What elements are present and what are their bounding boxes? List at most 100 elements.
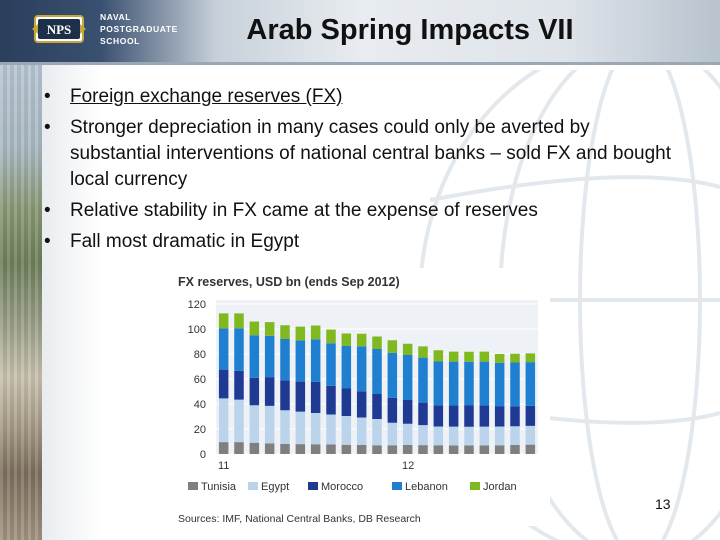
bar-segment-egypt xyxy=(494,426,505,446)
school-name-line: POSTGRADUATE xyxy=(100,24,178,34)
y-tick-label: 80 xyxy=(194,349,206,361)
bar-segment-egypt xyxy=(448,426,459,446)
bullet-item: Relative stability in FX came at the exp… xyxy=(42,198,682,224)
bar-segment-jordan xyxy=(326,329,336,344)
school-name-line: NAVAL xyxy=(100,12,132,22)
legend-swatch-jordan xyxy=(470,482,480,490)
bar-segment-egypt xyxy=(525,425,536,445)
bar-segment-lebanon xyxy=(295,340,306,382)
legend-swatch-morocco xyxy=(308,482,318,490)
bar-segment-morocco xyxy=(234,370,244,400)
bar-segment-lebanon xyxy=(494,362,505,407)
chart-svg: FX reserves, USD bn (ends Sep 2012) 0 20 40… xyxy=(178,275,538,525)
bar-segment-tunisia xyxy=(280,444,290,454)
bar-segment-morocco xyxy=(464,405,474,427)
bar-segment-morocco xyxy=(510,406,520,427)
bar-segment-egypt xyxy=(479,426,490,446)
bar-segment-lebanon xyxy=(433,361,444,406)
bar-segment-jordan xyxy=(356,333,367,347)
logo-letters: NPS xyxy=(47,22,72,37)
bar-segment-morocco xyxy=(218,369,229,399)
bar-segment-egypt xyxy=(341,416,352,445)
bar-segment-egypt xyxy=(510,426,520,445)
bar-segment-jordan xyxy=(264,322,275,336)
y-tick-label: 40 xyxy=(194,399,206,411)
bar-segment-egypt xyxy=(280,410,290,444)
school-name-line: SCHOOL xyxy=(100,36,140,46)
bar-segment-jordan xyxy=(280,325,290,339)
bar-segment-tunisia xyxy=(326,444,336,454)
bar-segment-tunisia xyxy=(249,442,260,454)
bar-segment-tunisia xyxy=(387,445,398,454)
bar-segment-tunisia xyxy=(341,444,352,454)
legend-swatch-lebanon xyxy=(392,482,402,490)
bar-segment-jordan xyxy=(295,326,306,341)
legend-label-tunisia: Tunisia xyxy=(201,481,237,493)
bar-segment-morocco xyxy=(494,406,505,427)
bar-segment-egypt xyxy=(464,426,474,446)
bar-segment-morocco xyxy=(387,397,398,423)
bar-segment-jordan xyxy=(418,346,428,358)
bullet-text: Relative stability in FX came at the exp… xyxy=(70,200,538,221)
campus-photo-strip xyxy=(0,62,42,540)
bar-segment-lebanon xyxy=(448,361,459,406)
chart-source: Sources: IMF, National Central Banks, DB… xyxy=(178,513,421,525)
bar-segment-lebanon xyxy=(234,328,244,371)
bar-segment-egypt xyxy=(310,413,321,445)
bar-segment-lebanon xyxy=(464,361,474,406)
legend-swatch-egypt xyxy=(248,482,258,490)
bar-segment-morocco xyxy=(249,377,260,406)
bar-segment-tunisia xyxy=(418,445,428,454)
bar-segment-tunisia xyxy=(494,445,505,454)
bar-segment-egypt xyxy=(402,423,413,445)
bar-segment-tunisia xyxy=(372,445,382,454)
bar-segment-lebanon xyxy=(418,357,428,403)
header-band xyxy=(0,0,720,62)
bar-segment-egypt xyxy=(249,405,260,443)
bar-segment-egypt xyxy=(387,422,398,446)
bar-segment-tunisia xyxy=(510,445,520,454)
bar-segment-jordan xyxy=(341,333,352,346)
bar-segment-egypt xyxy=(295,411,306,445)
bar-segment-jordan xyxy=(218,313,229,329)
bar-segment-jordan xyxy=(525,353,536,363)
legend-label-morocco: Morocco xyxy=(321,481,363,493)
bullet-text: Foreign exchange reserves (FX) xyxy=(70,86,343,107)
bar-segment-lebanon xyxy=(525,362,536,406)
bullet-text: Stronger depreciation in many cases coul… xyxy=(70,117,671,190)
fx-reserves-chart: FX reserves, USD bn (ends Sep 2012) 0 20 40… xyxy=(172,268,550,526)
bar-segment-jordan xyxy=(372,336,382,349)
bar-segment-jordan xyxy=(448,351,459,362)
y-tick-label: 60 xyxy=(194,374,206,386)
bar-segment-egypt xyxy=(372,419,382,446)
legend-label-jordan: Jordan xyxy=(483,481,517,493)
bar-segment-jordan xyxy=(433,350,444,362)
x-tick-label: 12 xyxy=(402,460,414,472)
bullet-item: Fall most dramatic in Egypt xyxy=(42,229,682,255)
bar-segment-tunisia xyxy=(433,445,444,454)
bar-segment-lebanon xyxy=(249,335,260,378)
bar-segment-egypt xyxy=(234,399,244,443)
bar-segment-jordan xyxy=(494,354,505,363)
bar-segment-lebanon xyxy=(510,362,520,407)
bar-segment-lebanon xyxy=(356,346,367,392)
bar-segment-tunisia xyxy=(234,442,244,454)
header-rule xyxy=(0,62,720,65)
legend-label-egypt: Egypt xyxy=(261,481,289,493)
bar-segment-tunisia xyxy=(479,445,490,454)
bar-segment-lebanon xyxy=(372,349,382,394)
bar-segment-morocco xyxy=(280,380,290,411)
bar-segment-morocco xyxy=(295,381,306,412)
x-tick-label: 11 xyxy=(218,460,229,472)
bar-segment-morocco xyxy=(372,394,382,419)
bar-segment-lebanon xyxy=(479,361,490,406)
y-tick-label: 20 xyxy=(194,424,206,436)
bar-segment-jordan xyxy=(510,353,520,363)
bar-segment-tunisia xyxy=(464,445,474,454)
nps-logo-icon: NPS xyxy=(32,15,86,43)
bar-segment-egypt xyxy=(326,414,336,445)
bar-segment-jordan xyxy=(464,351,474,362)
legend-swatch-tunisia xyxy=(188,482,198,490)
bar-segment-morocco xyxy=(341,388,352,416)
bar-segment-jordan xyxy=(234,313,244,329)
